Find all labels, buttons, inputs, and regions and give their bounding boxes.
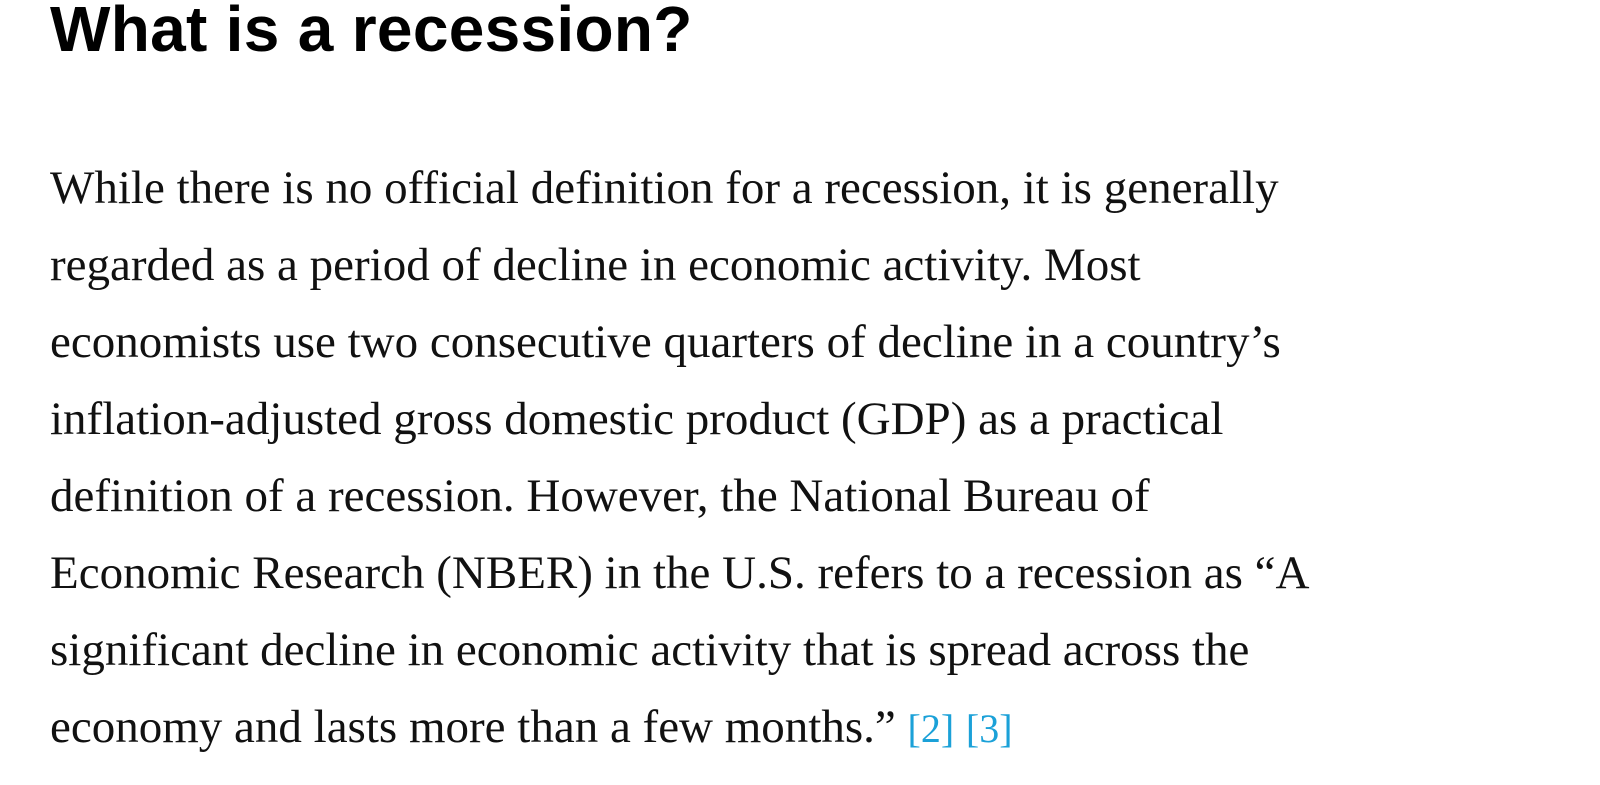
paragraph-line: Economic Research (NBER) in the U.S. ref… bbox=[50, 547, 1310, 599]
paragraph-line: definition of a recession. However, the … bbox=[50, 470, 1150, 522]
citation-link-2[interactable]: [2] bbox=[907, 706, 955, 751]
paragraph-line: While there is no official definition fo… bbox=[50, 162, 1279, 214]
paragraph-last-line: economy and lasts more than a few months… bbox=[50, 689, 1309, 767]
paragraph-line: economy and lasts more than a few months… bbox=[50, 701, 896, 753]
paragraph-line: economists use two consecutive quarters … bbox=[50, 316, 1281, 368]
citation-link-3[interactable]: [3] bbox=[965, 706, 1013, 751]
paragraph-line: regarded as a period of decline in econo… bbox=[50, 239, 1141, 291]
page-title: What is a recession? bbox=[50, 0, 693, 65]
paragraph-line: significant decline in economic activity… bbox=[50, 624, 1250, 676]
paragraph-line: inflation-adjusted gross domestic produc… bbox=[50, 393, 1224, 445]
recession-definition-paragraph: While there is no official definition fo… bbox=[50, 150, 1309, 767]
